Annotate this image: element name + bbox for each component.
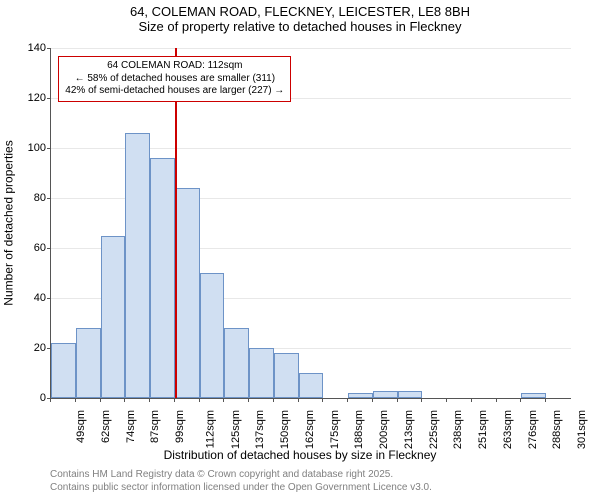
histogram-bar (150, 158, 175, 398)
x-tick (446, 398, 447, 402)
x-tick (149, 398, 150, 402)
x-tick-label: 200sqm (378, 410, 390, 449)
x-tick-label: 49sqm (75, 410, 87, 443)
x-tick (75, 398, 76, 402)
footer-line-1: Contains HM Land Registry data © Crown c… (50, 468, 432, 481)
x-tick-label: 238sqm (453, 410, 465, 449)
histogram-bar (249, 348, 274, 398)
y-tick-label: 140 (0, 42, 46, 54)
x-tick-label: 251sqm (477, 410, 489, 449)
histogram-bar (200, 273, 225, 398)
y-tick-label: 120 (0, 92, 46, 104)
x-tick (199, 398, 200, 402)
x-tick-label: 125sqm (230, 410, 242, 449)
y-tick (47, 298, 51, 299)
histogram-bar (76, 328, 101, 398)
y-tick-label: 60 (0, 242, 46, 254)
title-line-2: Size of property relative to detached ho… (0, 19, 600, 34)
y-tick-label: 40 (0, 292, 46, 304)
x-tick (322, 398, 323, 402)
y-tick (47, 248, 51, 249)
y-tick (47, 48, 51, 49)
x-tick (223, 398, 224, 402)
footer-attribution: Contains HM Land Registry data © Crown c… (50, 468, 432, 494)
histogram-bar (521, 393, 546, 398)
x-tick-label: 112sqm (204, 410, 216, 448)
x-tick-label: 276sqm (527, 410, 539, 449)
x-tick (421, 398, 422, 402)
histogram-bar (175, 188, 200, 398)
y-tick-label: 20 (0, 342, 46, 354)
y-tick-label: 80 (0, 192, 46, 204)
x-tick (397, 398, 398, 402)
x-tick (50, 398, 51, 402)
x-tick-label: 137sqm (254, 410, 266, 449)
x-tick (347, 398, 348, 402)
histogram-bar (224, 328, 249, 398)
y-tick (47, 98, 51, 99)
y-tick-label: 100 (0, 142, 46, 154)
histogram-bar (51, 343, 76, 398)
x-tick-label: 188sqm (354, 410, 366, 449)
x-tick-label: 288sqm (552, 410, 564, 449)
x-tick-label: 99sqm (174, 410, 186, 443)
x-tick-label: 225sqm (428, 410, 440, 449)
gridline (51, 48, 571, 49)
x-tick-label: 62sqm (100, 410, 112, 443)
x-tick (248, 398, 249, 402)
x-tick-label: 162sqm (304, 410, 316, 449)
chart-plot-area: 64 COLEMAN ROAD: 112sqm← 58% of detached… (50, 48, 571, 399)
histogram-bar (299, 373, 324, 398)
x-tick (520, 398, 521, 402)
title-line-1: 64, COLEMAN ROAD, FLECKNEY, LEICESTER, L… (0, 4, 600, 19)
annotation-line-3: 42% of semi-detached houses are larger (… (65, 85, 284, 98)
annotation-line-1: 64 COLEMAN ROAD: 112sqm (65, 60, 284, 73)
y-tick (47, 198, 51, 199)
x-tick (372, 398, 373, 402)
x-tick (298, 398, 299, 402)
x-tick-label: 150sqm (279, 410, 291, 449)
y-tick-label: 0 (0, 392, 46, 404)
x-tick-label: 213sqm (403, 410, 415, 449)
x-tick (471, 398, 472, 402)
x-tick (174, 398, 175, 402)
x-tick-label: 87sqm (149, 410, 161, 443)
x-tick (124, 398, 125, 402)
x-tick (545, 398, 546, 402)
histogram-bar (348, 393, 373, 398)
histogram-bar (101, 236, 126, 399)
histogram-bar (398, 391, 423, 399)
x-tick (100, 398, 101, 402)
x-axis-label: Distribution of detached houses by size … (0, 448, 600, 462)
annotation-box: 64 COLEMAN ROAD: 112sqm← 58% of detached… (58, 56, 291, 102)
x-tick-label: 263sqm (502, 410, 514, 449)
footer-line-2: Contains public sector information licen… (50, 481, 432, 494)
x-tick (496, 398, 497, 402)
histogram-bar (274, 353, 299, 398)
x-tick-label: 74sqm (125, 410, 137, 443)
y-axis-label: Number of detached properties (2, 140, 16, 305)
x-tick-label: 301sqm (576, 410, 588, 449)
histogram-bar (125, 133, 150, 398)
y-tick (47, 148, 51, 149)
annotation-line-2: ← 58% of detached houses are smaller (31… (65, 73, 284, 86)
chart-title: 64, COLEMAN ROAD, FLECKNEY, LEICESTER, L… (0, 4, 600, 34)
histogram-bar (373, 391, 398, 399)
x-tick (273, 398, 274, 402)
x-tick-label: 175sqm (329, 410, 341, 449)
